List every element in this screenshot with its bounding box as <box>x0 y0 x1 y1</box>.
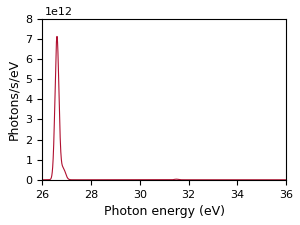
Text: 1e12: 1e12 <box>45 7 73 17</box>
X-axis label: Photon energy (eV): Photon energy (eV) <box>104 205 225 218</box>
Y-axis label: Photons/s/eV: Photons/s/eV <box>7 59 20 140</box>
